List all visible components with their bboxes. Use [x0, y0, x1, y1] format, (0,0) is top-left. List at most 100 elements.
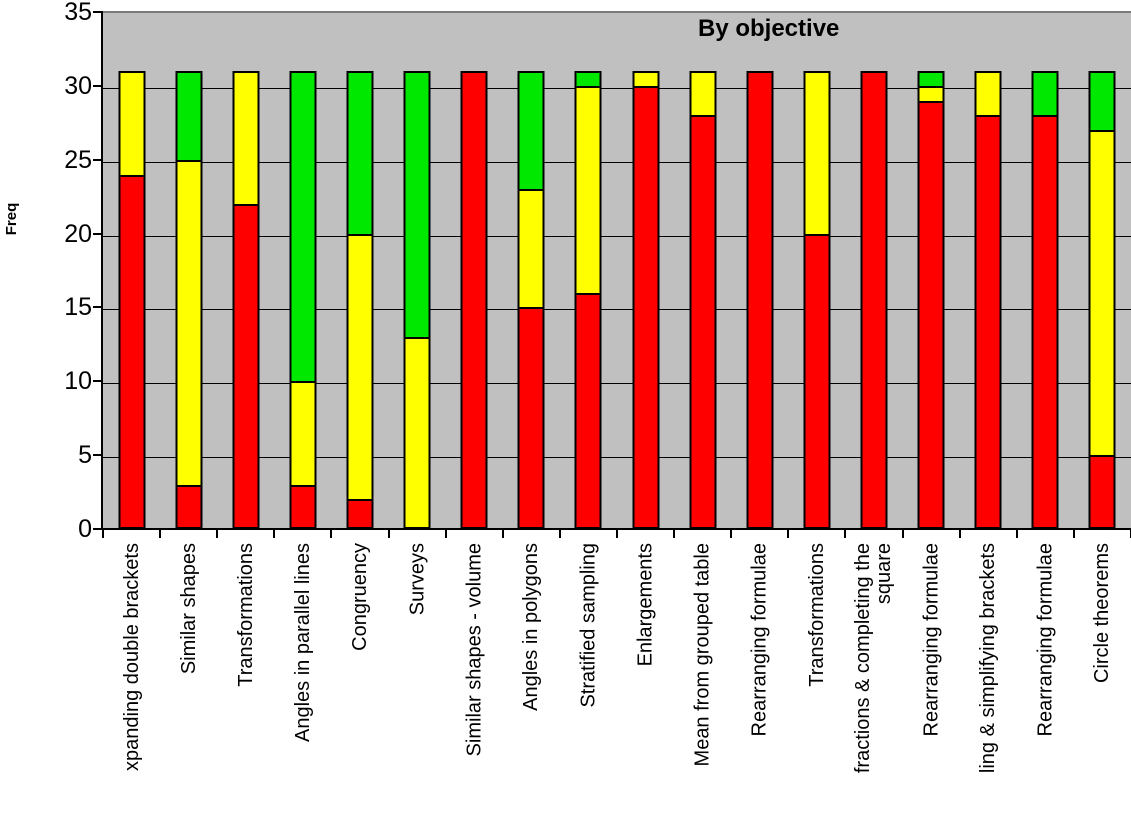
bar-12 [731, 11, 788, 529]
bar-segment-green [1031, 71, 1059, 118]
x-label-12: Rearranging formulae [748, 543, 771, 737]
y-tick-label: 25 [64, 145, 92, 174]
x-label-15: Rearranging formulae [920, 543, 943, 737]
gridline-15 [103, 309, 1131, 311]
x-label-9: Stratified sampling [577, 543, 600, 708]
bar-segment-green [517, 71, 545, 192]
bar-segment-yellow [403, 336, 431, 529]
bar-6 [389, 11, 446, 529]
bar-segment-red [689, 115, 717, 529]
x-label-17: Rearranging formulae [1034, 543, 1057, 737]
bar-16 [960, 11, 1017, 529]
bar-segment-yellow [517, 189, 545, 310]
x-label-16: ling & simplifying brackets [977, 543, 1000, 774]
x-tick [216, 530, 219, 538]
x-tick [501, 530, 504, 538]
x-label-2: Similar shapes [177, 543, 200, 675]
gridline-20 [103, 235, 1131, 237]
y-tick [93, 380, 103, 383]
x-tick [330, 530, 333, 538]
bar-segment-red [746, 71, 774, 529]
x-tick [787, 530, 790, 538]
x-tick [558, 530, 561, 538]
bar-segment-red [289, 484, 317, 529]
bar-segment-yellow [289, 381, 317, 487]
bar-segment-red [1031, 115, 1059, 529]
bar-17 [1017, 11, 1074, 529]
bar-segment-red [460, 71, 488, 529]
gridline-30 [103, 87, 1131, 89]
bar-segment-red [517, 307, 545, 529]
bar-9 [560, 11, 617, 529]
x-tick [387, 530, 390, 538]
bar-segment-yellow [232, 71, 260, 207]
bar-segment-green [289, 71, 317, 384]
bar-1 [103, 11, 160, 529]
bar-segment-green [574, 71, 602, 88]
bar-segment-green [1088, 71, 1116, 133]
bar-segment-yellow [803, 71, 831, 236]
bar-4 [274, 11, 331, 529]
bar-2 [160, 11, 217, 529]
x-tick [444, 530, 447, 538]
y-tick [93, 306, 103, 309]
bar-8 [503, 11, 560, 529]
x-tick [958, 530, 961, 538]
x-tick [730, 530, 733, 538]
x-label-13: Transformations [805, 543, 828, 687]
x-label-14: fractions & completing the square [852, 543, 895, 774]
bar-segment-red [974, 115, 1002, 529]
x-label-5: Congruency [349, 543, 371, 651]
y-tick-label: 5 [78, 441, 92, 470]
x-tick [673, 530, 676, 538]
bar-segment-red [1088, 455, 1116, 529]
y-tick-label: 15 [64, 293, 92, 322]
y-tick-label: 10 [64, 367, 92, 396]
bar-segment-green [917, 71, 945, 88]
x-axis-line [101, 528, 1131, 530]
bar-segment-red [803, 233, 831, 529]
bar-segment-yellow [974, 71, 1002, 118]
y-tick-label: 20 [64, 219, 92, 248]
x-label-18: Circle theorems [1091, 543, 1114, 684]
x-label-4: Angles in parallel lines [291, 543, 314, 743]
bar-7 [446, 11, 503, 529]
x-tick [844, 530, 847, 538]
x-tick [616, 530, 618, 538]
bar-11 [674, 11, 731, 529]
bar-segment-yellow [632, 71, 660, 88]
y-tick [93, 528, 103, 530]
bar-segment-yellow [689, 71, 717, 118]
x-label-8: Angles in polygons [520, 543, 543, 711]
bar-segment-red [118, 174, 146, 529]
plot-area [103, 11, 1131, 529]
bar-5 [331, 11, 388, 529]
y-tick-label: 30 [64, 71, 92, 100]
bar-segment-red [860, 71, 888, 529]
bar-13 [788, 11, 845, 529]
bar-segment-red [632, 85, 660, 529]
bar-segment-green [346, 71, 374, 236]
x-tick [273, 530, 276, 538]
gridline-5 [103, 457, 1131, 459]
bar-10 [617, 11, 674, 529]
x-tick [901, 530, 904, 538]
x-label-3: Transformations [234, 543, 257, 687]
x-label-6: Surveys [406, 543, 429, 616]
y-tick [93, 232, 103, 235]
y-tick [93, 84, 103, 87]
x-tick [1015, 530, 1018, 538]
bar-3 [217, 11, 274, 529]
bar-segment-red [232, 204, 260, 529]
y-axis-line [101, 11, 103, 530]
bar-segment-red [175, 484, 203, 529]
bar-segment-yellow [574, 85, 602, 295]
gridline-10 [103, 383, 1131, 385]
y-tick-label: 35 [64, 0, 92, 26]
x-tick [1072, 530, 1075, 538]
x-label-1: xpanding double brackets [120, 543, 143, 771]
x-label-7: Similar shapes - volume [463, 543, 486, 757]
bars-layer [103, 11, 1131, 529]
chart-title: By objective [698, 15, 840, 42]
